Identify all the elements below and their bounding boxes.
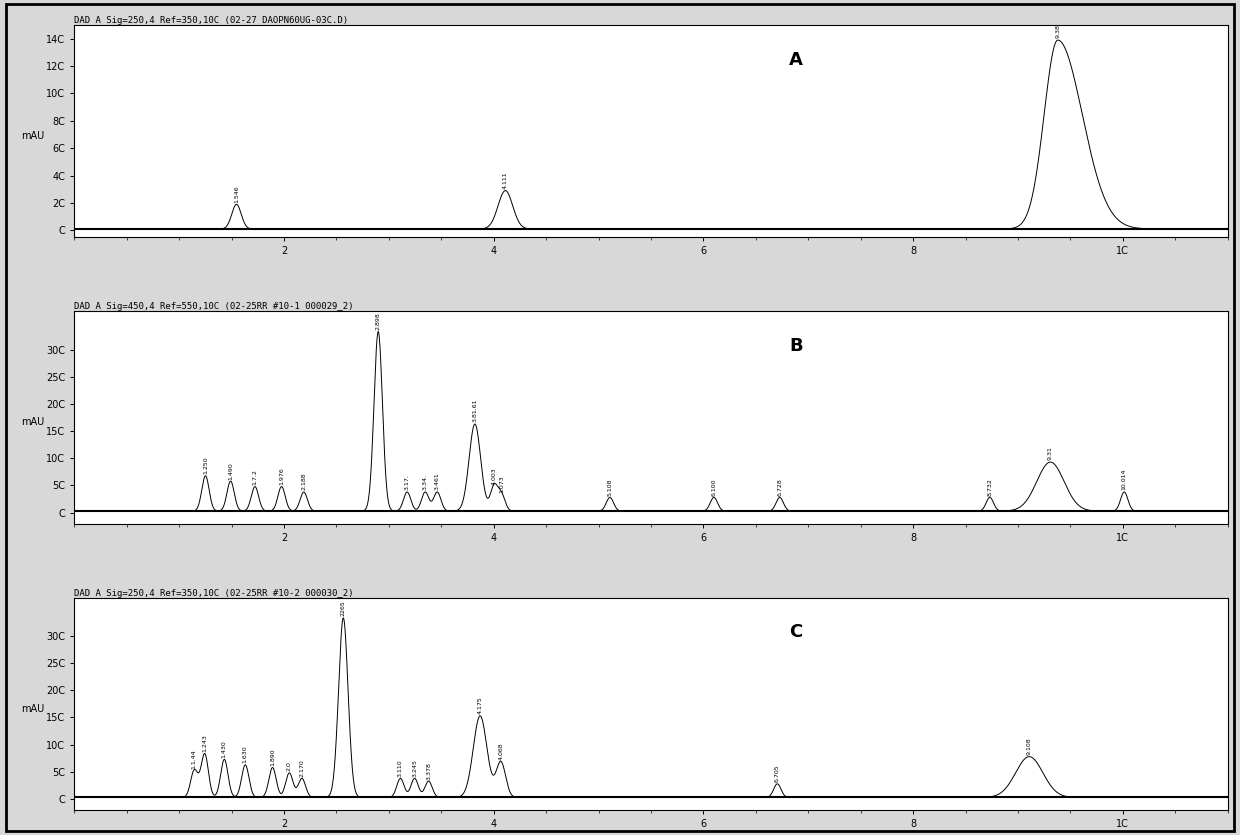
Text: 1.890: 1.890: [270, 748, 275, 766]
Text: B: B: [790, 337, 804, 355]
Text: 1.250: 1.250: [203, 457, 208, 474]
Text: 1.073: 1.073: [498, 475, 503, 493]
Text: 2.188: 2.188: [301, 473, 306, 490]
Y-axis label: mAU: mAU: [21, 131, 45, 141]
Text: DAD A Sig=250,4 Ref=350,10C (02-25RR #10-2 000030_2): DAD A Sig=250,4 Ref=350,10C (02-25RR #10…: [74, 589, 353, 598]
Text: 1.1.44: 1.1.44: [192, 749, 197, 769]
Text: DAD A Sig=450,4 Ref=550,10C (02-25RR #10-1 000029_2): DAD A Sig=450,4 Ref=550,10C (02-25RR #10…: [74, 302, 353, 311]
Text: 2.170: 2.170: [299, 759, 304, 777]
Y-axis label: mAU: mAU: [21, 704, 45, 714]
Text: 3.34.: 3.34.: [423, 474, 428, 490]
Text: 3.17.: 3.17.: [404, 474, 409, 490]
Text: 4.003: 4.003: [491, 468, 496, 485]
Text: 2265: 2265: [341, 600, 346, 616]
Text: 9.108: 9.108: [1027, 737, 1032, 755]
Text: 4.111: 4.111: [503, 171, 508, 189]
Text: 1.7.2: 1.7.2: [253, 469, 258, 485]
Text: A: A: [790, 50, 804, 68]
Text: 3.461: 3.461: [435, 473, 440, 490]
Text: 2.898: 2.898: [376, 312, 381, 330]
Text: 6.100: 6.100: [712, 478, 717, 496]
Text: 3.378: 3.378: [427, 762, 432, 780]
Text: 1.630: 1.630: [243, 746, 248, 763]
Text: DAD A Sig=250,4 Ref=350,10C (02-27 DAOPN60UG-03C.D): DAD A Sig=250,4 Ref=350,10C (02-27 DAOPN…: [74, 16, 348, 25]
Text: 3.245: 3.245: [412, 759, 417, 777]
Text: 8.732: 8.732: [987, 478, 992, 496]
Text: 4.068: 4.068: [498, 743, 503, 761]
Text: 2.0: 2.0: [286, 762, 291, 772]
Text: 1.243: 1.243: [202, 735, 207, 752]
Text: 9.31: 9.31: [1048, 447, 1053, 460]
Y-axis label: mAU: mAU: [21, 418, 45, 428]
Text: 9.38: 9.38: [1055, 24, 1060, 38]
Text: 3.81.61: 3.81.61: [472, 399, 477, 423]
Text: 5.108: 5.108: [608, 478, 613, 496]
Text: 6.705: 6.705: [775, 765, 780, 782]
Text: 1.546: 1.546: [234, 185, 239, 203]
Text: 1.976: 1.976: [279, 468, 284, 485]
Text: 1.490: 1.490: [228, 462, 233, 479]
Text: 10.014: 10.014: [1122, 469, 1127, 490]
Text: 6.728: 6.728: [777, 478, 782, 496]
Text: 1.430: 1.430: [222, 740, 227, 757]
Text: 4.175: 4.175: [477, 696, 482, 714]
Text: C: C: [790, 623, 802, 641]
Text: 3.110: 3.110: [398, 759, 403, 777]
